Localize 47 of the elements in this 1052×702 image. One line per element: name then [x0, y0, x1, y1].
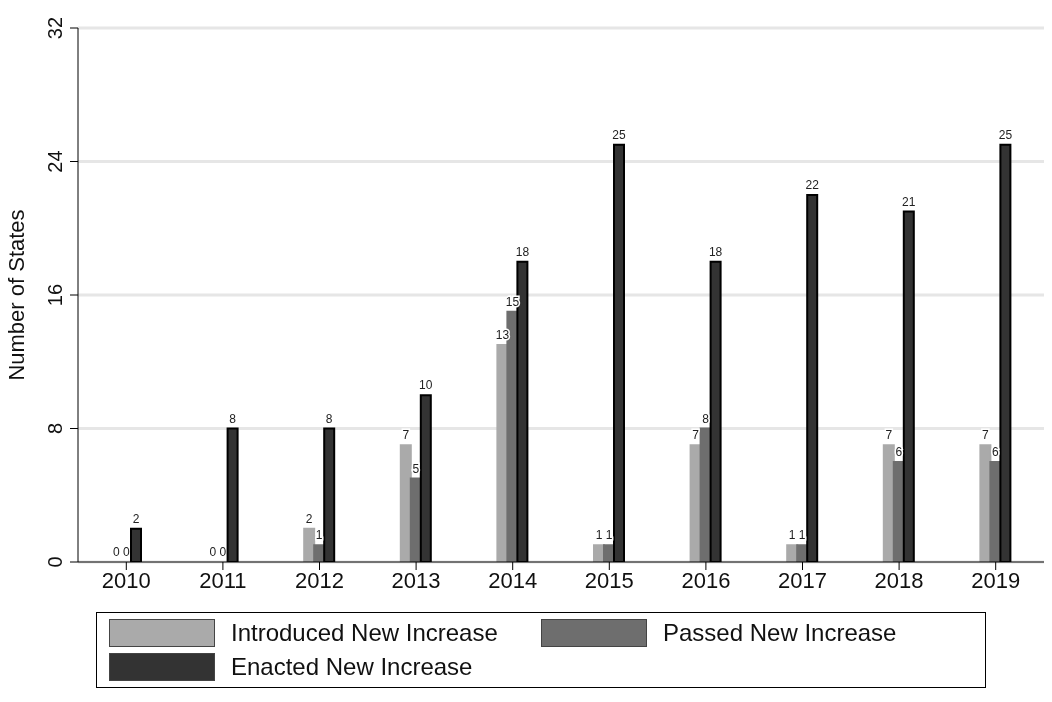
legend-label: Enacted New Increase: [231, 653, 473, 681]
data-label: 1: [595, 528, 603, 543]
y-tick-label: 8: [44, 422, 66, 435]
y-tick-label: 16: [44, 283, 66, 307]
data-label: 0: [209, 545, 217, 559]
data-label: 6: [895, 444, 903, 459]
data-label: 1: [315, 528, 323, 543]
legend-label: Introduced New Increase: [231, 619, 498, 647]
data-label: 1: [798, 528, 806, 543]
x-tick-label: 2017: [778, 567, 827, 593]
x-tick-label: 2019: [971, 567, 1021, 593]
y-axis-title: Number of States: [3, 209, 29, 381]
data-label: 7: [692, 428, 700, 443]
data-label: 10: [419, 378, 433, 393]
data-label: 8: [702, 411, 710, 426]
data-label: 7: [885, 428, 893, 443]
data-label: 21: [902, 194, 916, 209]
data-label: 7: [982, 428, 990, 443]
x-tick-label: 2010: [101, 567, 151, 593]
data-label: 22: [805, 177, 820, 192]
y-tick-label: 32: [44, 16, 66, 40]
x-tick-label: 2013: [391, 567, 441, 593]
data-label: 7: [402, 428, 410, 443]
data-label: 6: [992, 444, 1000, 459]
data-label: 8: [325, 411, 333, 426]
y-tick-label: 0: [44, 556, 66, 568]
data-label: 0: [219, 545, 227, 559]
data-label: 0: [112, 545, 120, 559]
data-label: 1: [605, 528, 613, 543]
data-label: 8: [229, 411, 237, 426]
data-label: 25: [998, 127, 1013, 142]
x-tick-label: 2014: [488, 567, 538, 593]
data-label: 5: [412, 461, 420, 476]
data-label: 0: [122, 545, 130, 559]
data-label: 2: [305, 511, 313, 526]
data-label: 18: [708, 244, 723, 259]
data-label: 18: [515, 244, 530, 259]
x-tick-label: 2018: [874, 567, 924, 593]
data-label: 25: [612, 127, 626, 142]
x-tick-label: 2015: [584, 567, 634, 593]
data-label: 2: [132, 511, 140, 526]
x-tick-label: 2011: [199, 567, 247, 593]
y-tick-label: 24: [44, 150, 66, 173]
data-label: 1: [788, 528, 796, 543]
legend-label: Passed New Increase: [663, 619, 897, 647]
x-tick-label: 2012: [295, 567, 344, 593]
x-tick-label: 2016: [681, 567, 731, 593]
